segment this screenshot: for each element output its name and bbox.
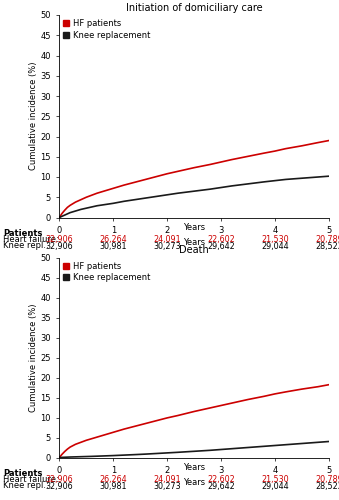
Text: 22,602: 22,602: [207, 475, 235, 484]
Text: 21,530: 21,530: [261, 235, 289, 244]
Text: Patients: Patients: [3, 469, 43, 478]
Text: 26,264: 26,264: [99, 475, 127, 484]
Text: Years: Years: [183, 224, 205, 232]
Text: 29,044: 29,044: [261, 242, 289, 250]
Text: 28,522: 28,522: [315, 242, 339, 250]
Text: 32,906: 32,906: [45, 242, 73, 250]
Y-axis label: Cumulative incidence (%): Cumulative incidence (%): [28, 303, 38, 412]
Text: 32,906: 32,906: [45, 235, 73, 244]
Title: Death: Death: [179, 246, 209, 256]
Text: 30,981: 30,981: [99, 242, 127, 250]
Text: 30,981: 30,981: [99, 482, 127, 490]
Text: 20,789: 20,789: [315, 475, 339, 484]
Text: Knee repl.:: Knee repl.:: [3, 482, 49, 490]
Text: 29,642: 29,642: [207, 242, 235, 250]
Text: Knee repl.:: Knee repl.:: [3, 242, 49, 250]
Text: 24,091: 24,091: [153, 475, 181, 484]
Legend: HF patients, Knee replacement: HF patients, Knee replacement: [63, 19, 150, 40]
Text: Patients: Patients: [3, 229, 43, 238]
Text: 24,091: 24,091: [153, 235, 181, 244]
Text: 29,642: 29,642: [207, 482, 235, 490]
Text: 26,264: 26,264: [99, 235, 127, 244]
Text: 30,273: 30,273: [153, 482, 181, 490]
Text: 20,789: 20,789: [315, 235, 339, 244]
X-axis label: Years: Years: [183, 238, 205, 246]
Text: 29,044: 29,044: [261, 482, 289, 490]
Legend: HF patients, Knee replacement: HF patients, Knee replacement: [63, 262, 150, 282]
Text: 28,522: 28,522: [315, 482, 339, 490]
Text: Heart failure:: Heart failure:: [3, 475, 59, 484]
Text: 21,530: 21,530: [261, 475, 289, 484]
Text: 30,273: 30,273: [153, 242, 181, 250]
Y-axis label: Cumulative incidence (%): Cumulative incidence (%): [28, 62, 38, 170]
Text: 32,906: 32,906: [45, 475, 73, 484]
Text: 22,602: 22,602: [207, 235, 235, 244]
Text: Heart failure:: Heart failure:: [3, 235, 59, 244]
Title: Initiation of domiciliary care: Initiation of domiciliary care: [126, 3, 262, 13]
Text: Years: Years: [183, 464, 205, 472]
Text: 32,906: 32,906: [45, 482, 73, 490]
X-axis label: Years: Years: [183, 478, 205, 486]
